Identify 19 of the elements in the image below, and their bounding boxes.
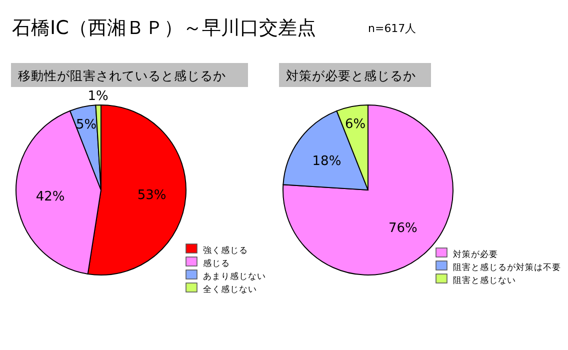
legend-label: 対策が必要	[453, 249, 498, 260]
text: n=617人	[368, 22, 416, 35]
chart-title: 石橋IC（西湘ＢＰ）～早川口交差点	[12, 17, 316, 39]
data-label: 76%	[388, 221, 418, 236]
legend-label: 感じる	[203, 258, 230, 269]
data-label: 1%	[88, 89, 108, 104]
data-label: 53%	[137, 188, 166, 203]
chart-title: 対策が必要と感じるか	[286, 68, 416, 83]
legend-label: 強く感じる	[203, 245, 248, 256]
legend-label: 阻害と感じるが対策は不要	[453, 262, 561, 273]
chart-subtitle: 移動性が阻害されていると感じるか	[18, 68, 226, 83]
legend-label: 阻害と感じない	[453, 275, 516, 286]
data-label: 42%	[36, 190, 65, 205]
data-label: 6%	[344, 117, 366, 132]
pie-slice	[282, 104, 454, 276]
legend-label: 全く感じない	[203, 284, 257, 295]
data-label: 18%	[312, 154, 342, 170]
data-label: 5%	[76, 118, 97, 133]
legend-label: あまり感じない	[203, 271, 266, 282]
